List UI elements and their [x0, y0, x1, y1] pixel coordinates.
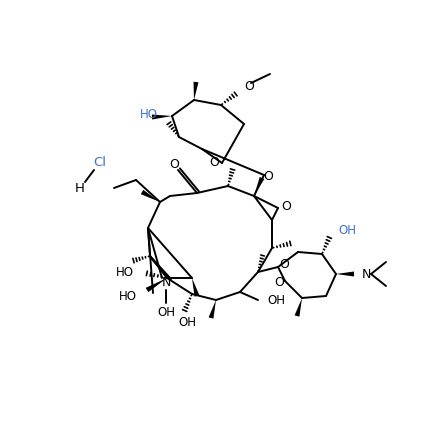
Polygon shape: [336, 272, 354, 277]
Text: OH: OH: [338, 224, 356, 236]
Text: N: N: [161, 277, 171, 290]
Text: O: O: [281, 199, 291, 212]
Text: HO: HO: [116, 266, 134, 280]
Polygon shape: [141, 190, 160, 202]
Text: HO: HO: [119, 290, 137, 302]
Text: Cl: Cl: [93, 157, 106, 169]
Text: O: O: [244, 79, 254, 93]
Polygon shape: [209, 300, 216, 319]
Polygon shape: [295, 298, 302, 317]
Text: OH: OH: [157, 305, 175, 318]
Text: O: O: [274, 277, 284, 290]
Text: O: O: [279, 259, 289, 272]
Polygon shape: [146, 278, 167, 292]
Text: O: O: [263, 170, 273, 184]
Polygon shape: [193, 82, 199, 100]
Text: N: N: [362, 268, 371, 281]
Text: O: O: [169, 157, 179, 170]
Text: OH: OH: [267, 293, 285, 306]
Text: OH: OH: [178, 315, 196, 329]
Polygon shape: [152, 115, 172, 120]
Polygon shape: [192, 278, 199, 297]
Text: O: O: [209, 157, 219, 169]
Text: H: H: [75, 181, 85, 194]
Text: HO: HO: [140, 108, 158, 121]
Polygon shape: [254, 177, 264, 196]
